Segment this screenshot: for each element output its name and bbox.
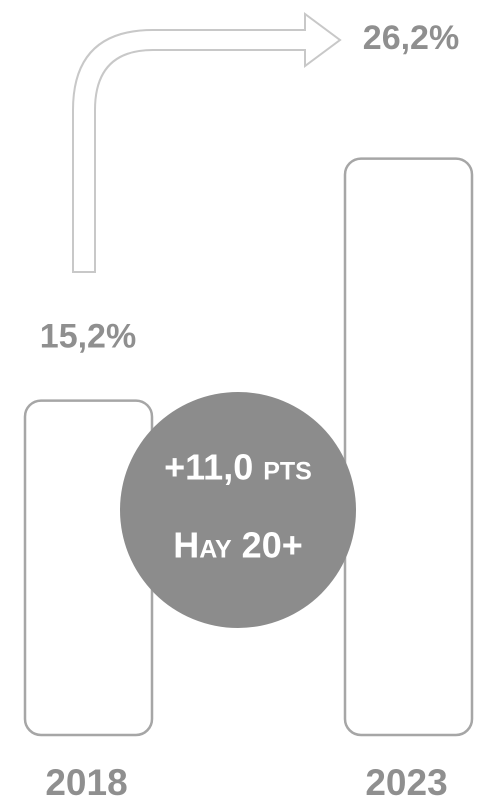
trend-arrow <box>72 12 342 273</box>
x-tick-label: 2018 <box>45 762 127 803</box>
annotation: +11,0 pts <box>164 447 312 488</box>
badge <box>120 392 356 628</box>
x-tick-label: 2023 <box>365 762 447 803</box>
value-label: 15,2% <box>40 318 136 356</box>
annotation: Hay 20+ <box>173 525 303 566</box>
bar <box>343 157 474 737</box>
bar <box>23 399 154 737</box>
value-label: 26,2% <box>363 19 459 57</box>
